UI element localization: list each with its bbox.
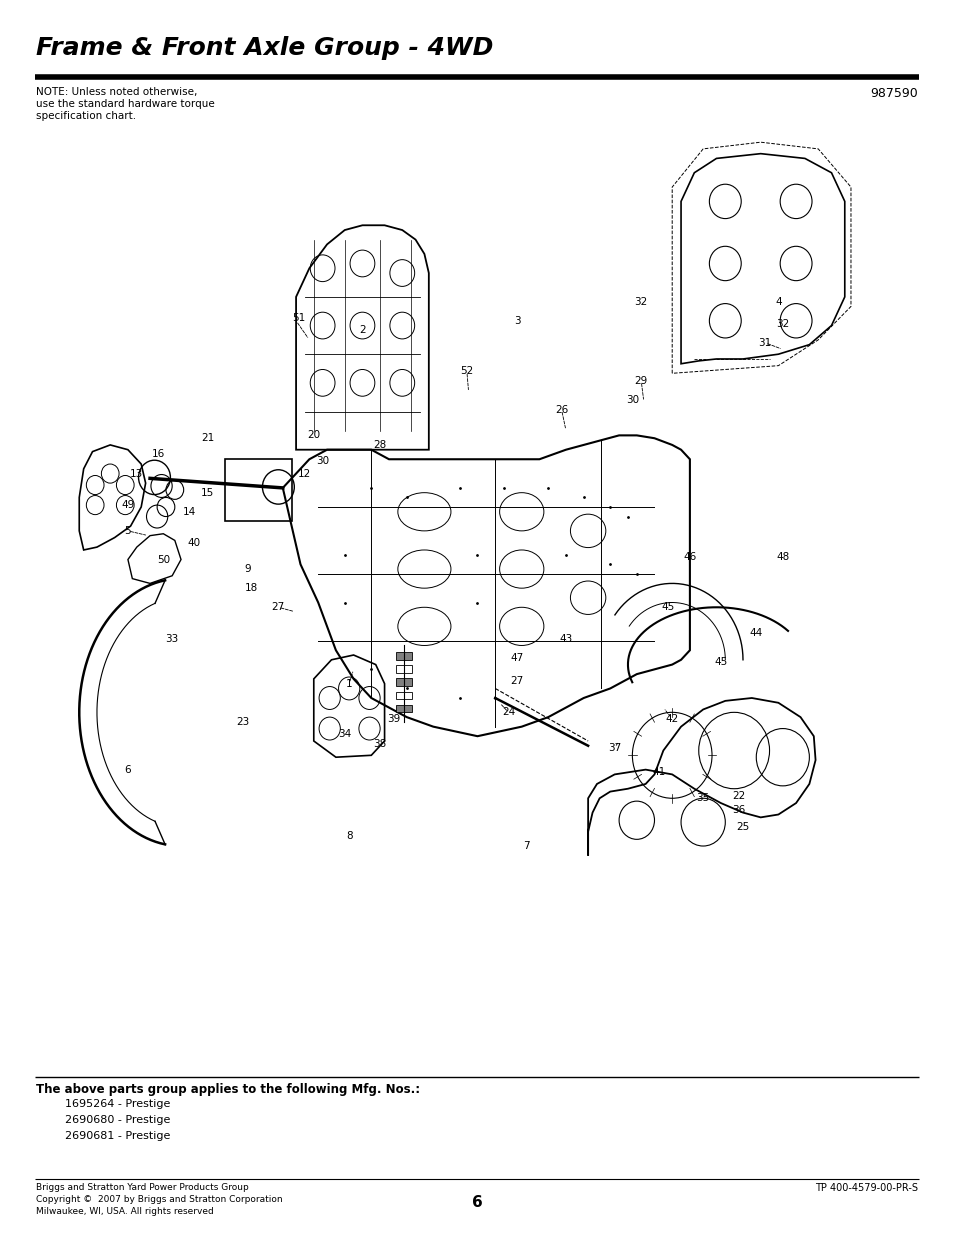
Text: 43: 43 — [558, 634, 572, 643]
Text: 9: 9 — [244, 564, 251, 574]
Text: 22: 22 — [731, 792, 744, 802]
Text: 41: 41 — [652, 767, 665, 778]
Text: 35: 35 — [696, 793, 709, 803]
Bar — [395, 705, 412, 713]
Text: 8: 8 — [346, 831, 352, 841]
Text: 51: 51 — [292, 312, 305, 322]
Text: specification chart.: specification chart. — [36, 111, 136, 121]
Text: 14: 14 — [183, 506, 196, 516]
Text: 15: 15 — [201, 488, 214, 498]
Text: 18: 18 — [245, 583, 258, 593]
Text: 24: 24 — [501, 708, 515, 718]
Text: 2690681 - Prestige: 2690681 - Prestige — [65, 1131, 171, 1141]
Text: 49: 49 — [121, 500, 134, 510]
Text: 25: 25 — [736, 823, 749, 832]
Text: Frame & Front Axle Group - 4WD: Frame & Front Axle Group - 4WD — [36, 36, 493, 61]
Text: 27: 27 — [510, 676, 523, 685]
Text: 1695264 - Prestige: 1695264 - Prestige — [65, 1099, 171, 1109]
Text: 13: 13 — [130, 468, 143, 479]
Text: 30: 30 — [315, 456, 329, 466]
Text: 32: 32 — [634, 296, 647, 306]
Text: 28: 28 — [374, 440, 386, 450]
Text: 26: 26 — [555, 405, 568, 415]
Text: Milwaukee, WI, USA. All rights reserved: Milwaukee, WI, USA. All rights reserved — [36, 1207, 213, 1216]
Text: use the standard hardware torque: use the standard hardware torque — [36, 99, 214, 109]
Text: 45: 45 — [660, 603, 674, 613]
Bar — [395, 652, 412, 659]
Text: 31: 31 — [758, 337, 771, 348]
Bar — [225, 459, 292, 521]
Text: 5: 5 — [125, 526, 132, 536]
Text: 3: 3 — [514, 316, 520, 326]
Text: 42: 42 — [665, 714, 679, 724]
Text: 39: 39 — [386, 714, 399, 724]
Text: 36: 36 — [731, 805, 744, 815]
Text: 27: 27 — [272, 603, 285, 613]
Text: 46: 46 — [682, 552, 696, 562]
Text: 45: 45 — [714, 657, 727, 667]
Bar — [395, 692, 412, 699]
Text: The above parts group applies to the following Mfg. Nos.:: The above parts group applies to the fol… — [36, 1083, 419, 1095]
Text: 7: 7 — [522, 841, 529, 851]
Text: 50: 50 — [156, 555, 170, 564]
Text: 6: 6 — [125, 764, 132, 774]
Text: Copyright ©  2007 by Briggs and Stratton Corporation: Copyright © 2007 by Briggs and Stratton … — [36, 1195, 282, 1204]
Text: 40: 40 — [188, 538, 201, 548]
Text: 16: 16 — [152, 450, 166, 459]
Text: 12: 12 — [298, 468, 312, 479]
Text: Briggs and Stratton Yard Power Products Group: Briggs and Stratton Yard Power Products … — [36, 1183, 249, 1192]
Text: 21: 21 — [201, 433, 214, 443]
Text: 2: 2 — [358, 325, 365, 336]
Text: TP 400-4579-00-PR-S: TP 400-4579-00-PR-S — [814, 1183, 917, 1193]
Text: 52: 52 — [459, 367, 473, 377]
Text: 37: 37 — [607, 742, 620, 752]
Text: 987590: 987590 — [869, 86, 917, 100]
Bar — [395, 678, 412, 687]
Text: 20: 20 — [307, 430, 320, 441]
Text: 34: 34 — [337, 730, 351, 740]
Text: 4: 4 — [774, 296, 781, 306]
Text: 47: 47 — [510, 653, 523, 663]
Text: 23: 23 — [236, 716, 250, 727]
Text: 48: 48 — [776, 552, 789, 562]
Text: 29: 29 — [634, 375, 647, 387]
Text: 33: 33 — [166, 634, 178, 643]
Bar — [395, 666, 412, 673]
Text: 30: 30 — [625, 395, 639, 405]
Text: 44: 44 — [749, 629, 762, 638]
Text: 32: 32 — [776, 319, 789, 329]
Text: 2690680 - Prestige: 2690680 - Prestige — [65, 1115, 171, 1125]
Text: NOTE: Unless noted otherwise,: NOTE: Unless noted otherwise, — [36, 86, 197, 98]
Text: 6: 6 — [471, 1195, 482, 1210]
Text: 1: 1 — [346, 679, 352, 689]
Text: 38: 38 — [374, 739, 386, 748]
